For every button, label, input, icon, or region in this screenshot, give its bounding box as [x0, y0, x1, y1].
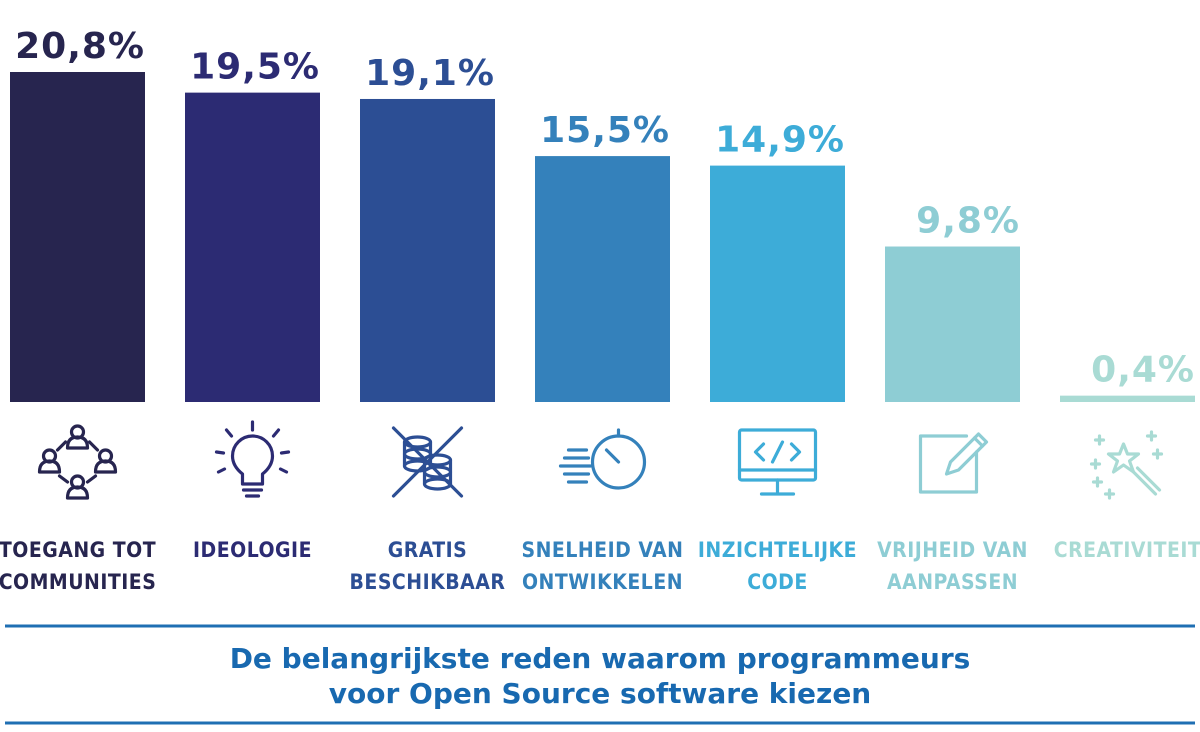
community-icon — [37, 424, 118, 500]
chart-title-line-2: voor Open Source software kiezen — [329, 677, 872, 710]
category-icons — [37, 420, 1164, 500]
value-label-5: 14,9% — [715, 120, 845, 161]
chart-title: De belangrijkste reden waarom programmeu… — [230, 642, 971, 710]
category-label-6-line-1: VRIJHEID VAN — [877, 538, 1028, 562]
category-label-3-line-1: GRATIS — [388, 538, 468, 562]
edit-square-icon — [918, 432, 989, 494]
bar-2 — [185, 92, 320, 402]
category-label-5-line-2: CODE — [747, 570, 808, 594]
category-label-2-line-1: IDEOLOGIE — [193, 538, 312, 562]
value-label-2: 19,5% — [190, 47, 320, 88]
bar-5 — [710, 165, 845, 402]
category-label-7-line-1: CREATIVITEIT — [1054, 538, 1200, 562]
bar-4 — [535, 156, 670, 402]
bar-3 — [360, 98, 495, 402]
value-label-4: 15,5% — [540, 110, 670, 151]
category-label-4-line-1: SNELHEID VAN — [521, 538, 683, 562]
value-label-3: 19,1% — [365, 53, 495, 94]
category-label-1-line-1: TOEGANG TOT — [0, 538, 156, 562]
category-label-5-line-1: INZICHTELIJKE — [698, 538, 857, 562]
bar-1 — [10, 72, 145, 402]
bar-7 — [1060, 395, 1195, 402]
category-label-6-line-2: AANPASSEN — [887, 570, 1018, 594]
category-label-4-line-2: ONTWIKKELEN — [522, 570, 683, 594]
value-label-7: 0,4% — [1091, 350, 1195, 391]
magic-wand-icon — [1089, 430, 1164, 500]
code-monitor-icon — [737, 428, 818, 496]
category-label-3-line-2: BESCHIKBAAR — [350, 570, 506, 594]
bars — [10, 72, 1195, 402]
category-label-1-line-2: COMMUNITIES — [0, 570, 156, 594]
value-label-1: 20,8% — [15, 26, 145, 67]
speed-timer-icon — [558, 428, 647, 490]
value-labels: 20,8% 19,5% 19,1% 15,5% 14,9% 9,8% 0,4% — [15, 26, 1195, 391]
value-label-6: 9,8% — [916, 201, 1020, 242]
bar-6 — [885, 246, 1020, 402]
category-labels: TOEGANG TOT COMMUNITIES IDEOLOGIE GRATIS BES… — [0, 538, 1200, 594]
lightbulb-icon — [214, 420, 291, 498]
crossed-coins-icon — [391, 426, 464, 498]
chart-title-line-1: De belangrijkste reden waarom programmeu… — [230, 642, 971, 675]
